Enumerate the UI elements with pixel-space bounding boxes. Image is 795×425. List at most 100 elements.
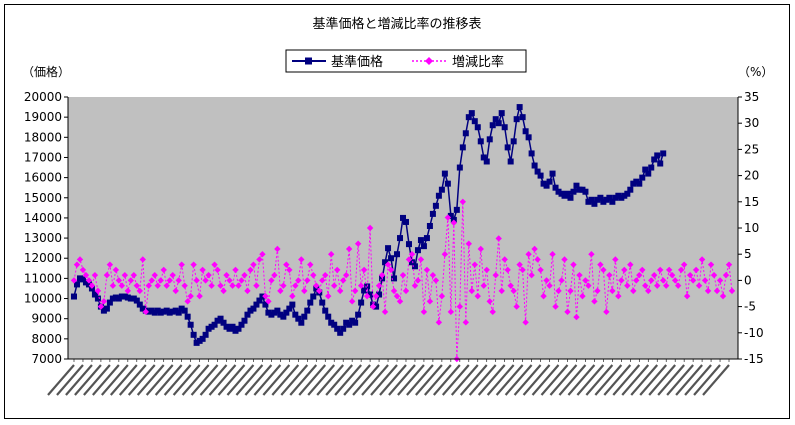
x-tick-label-illegible [262,364,291,396]
price-point [136,301,143,308]
ratio-point [537,266,544,274]
ratio-point [588,251,595,258]
ratio-point [82,271,90,279]
ratio-point [375,282,383,289]
ratio-point [531,245,538,253]
price-point [651,156,658,163]
ratio-point [420,308,428,316]
x-tick-label-illegible [280,364,309,396]
price-point [429,210,436,217]
ratio-point [456,303,464,310]
left-tick-label: 20000 [24,90,62,104]
ratio-point [480,282,487,289]
ratio-point [298,256,305,263]
ratio-point [97,303,105,310]
price-point [570,188,577,195]
ratio-point [360,266,368,274]
ratio-point [196,292,203,300]
ratio-point [444,214,452,221]
x-tick-label-illegible [136,364,165,396]
ratio-point [136,287,143,295]
ratio-point [504,266,511,274]
price-point [355,311,362,318]
ratio-point [148,277,155,284]
x-tick-label-illegible [370,364,398,396]
ratio-point [259,251,266,258]
x-axis [47,359,730,396]
ratio-point [139,256,146,263]
price-point [564,190,571,197]
x-tick-label-illegible [145,364,174,396]
price-point [391,275,398,282]
ratio-point [686,271,694,279]
ratio-point [319,277,326,284]
ratio-point [115,277,123,284]
price-point [71,293,77,300]
ratio-point [540,292,547,300]
ratio-point [334,266,341,274]
price-point [298,319,305,326]
ratio-point [716,277,724,284]
ratio-point [316,287,323,295]
ratio-point [603,308,610,316]
ratio-point [713,287,721,295]
ratio-point [265,298,272,305]
x-tick-label-illegible [388,364,416,396]
price-point [106,299,113,306]
price-point [274,307,281,314]
x-tick-label-illegible [477,364,506,396]
price-point [181,307,188,314]
left-tick-label: 17000 [24,150,62,164]
ratio-point [106,261,114,268]
ratio-point [211,261,218,268]
price-point [133,297,140,304]
ratio-point [94,287,102,295]
left-tick-label: 15000 [24,191,62,205]
left-tick-label: 9000 [31,312,62,326]
legend: 基準価格 増減比率 [285,49,527,73]
x-tick-label-illegible [190,364,219,396]
right-tick-label: 5 [744,247,752,261]
price-point [325,313,332,320]
price-point [301,313,308,320]
right-tick-label: 10 [744,221,759,235]
right-tick-label: 35 [744,90,759,104]
x-tick-label-illegible [406,364,434,396]
ratio-point [615,292,622,300]
x-tick-label-illegible [585,364,614,396]
ratio-point [477,245,484,253]
price-point [438,186,445,193]
ratio-point [414,277,422,284]
ratio-point [372,292,380,300]
ratio-point [268,277,275,284]
ratio-point [109,282,117,289]
ratio-point [280,282,287,289]
x-tick-label-illegible [199,364,228,396]
x-tick-label-illegible [486,364,515,396]
ratio-point [163,282,170,289]
ratio-point [202,277,209,284]
price-point [229,323,236,330]
price-point [528,150,535,157]
price-point [331,321,338,328]
ratio-point [178,261,185,268]
ratio-point [618,277,625,284]
plot-area [68,97,738,359]
price-point [552,184,559,191]
ratio-point [465,240,472,247]
ratio-point [639,266,646,274]
price-point [582,188,589,195]
ratio-point [701,277,709,284]
ratio-point [441,251,449,258]
x-tick-label-illegible [235,364,264,396]
ratio-point [698,256,706,263]
price-point [283,309,290,316]
ratio-point [683,292,691,300]
x-tick-label-illegible [397,364,425,396]
price-point [259,293,266,300]
x-tick-label-illegible [154,364,183,396]
series-ratio [70,198,736,363]
x-tick-label-illegible [594,364,623,396]
ratio-point [127,277,135,284]
left-tick-label: 10000 [24,292,62,306]
